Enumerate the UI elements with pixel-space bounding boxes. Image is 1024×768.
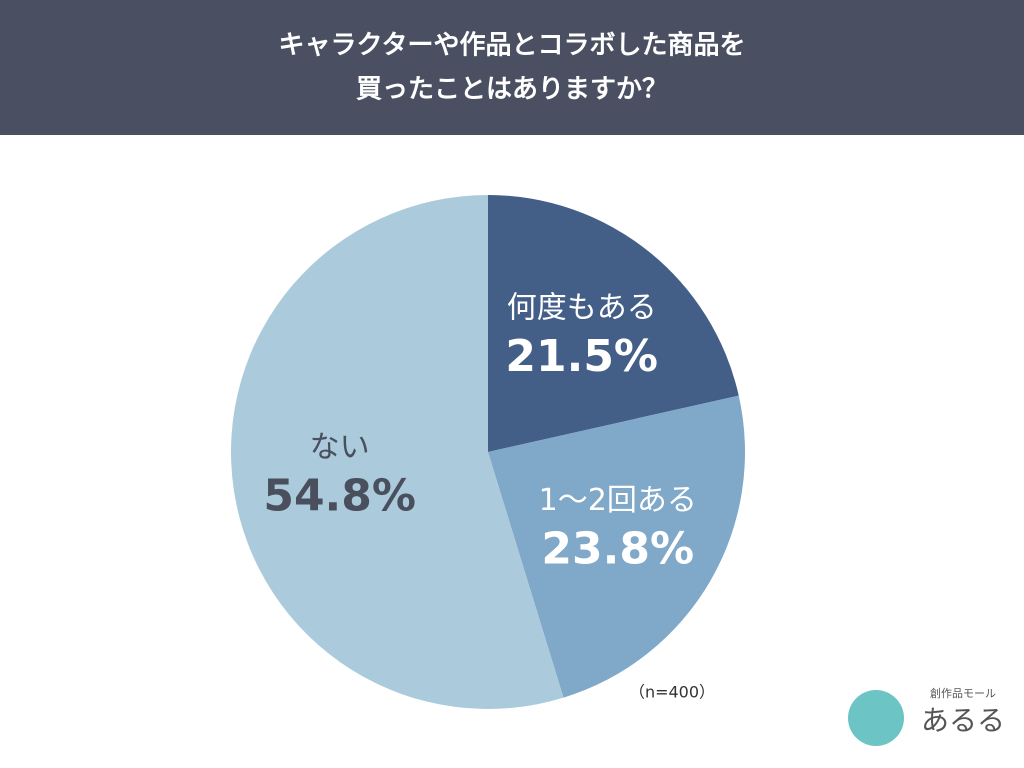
value-label: 23.8% <box>541 523 694 574</box>
header-band <box>0 0 1024 135</box>
value-label: 21.5% <box>505 331 658 382</box>
logo-name: あるる <box>921 704 1005 737</box>
logo-tagline: 創作品モール <box>930 686 996 700</box>
annotation: （n=400） <box>629 683 715 702</box>
value-label: 54.8% <box>263 470 416 521</box>
pie-slice <box>230 195 564 709</box>
pie <box>230 195 745 709</box>
pie-slice <box>488 395 745 698</box>
chart-title: 買ったことはありますか？ <box>356 75 668 105</box>
chart-title: キャラクターや作品とコラボした商品を <box>279 30 746 61</box>
slice-label: ない <box>310 430 370 465</box>
pie-slice <box>488 195 739 452</box>
slice-label: 何度もある <box>507 290 657 325</box>
logo: 創作品モール あるる <box>848 686 1005 746</box>
slice-label: 1〜2回ある <box>539 483 697 518</box>
logo-circle <box>848 690 904 746</box>
